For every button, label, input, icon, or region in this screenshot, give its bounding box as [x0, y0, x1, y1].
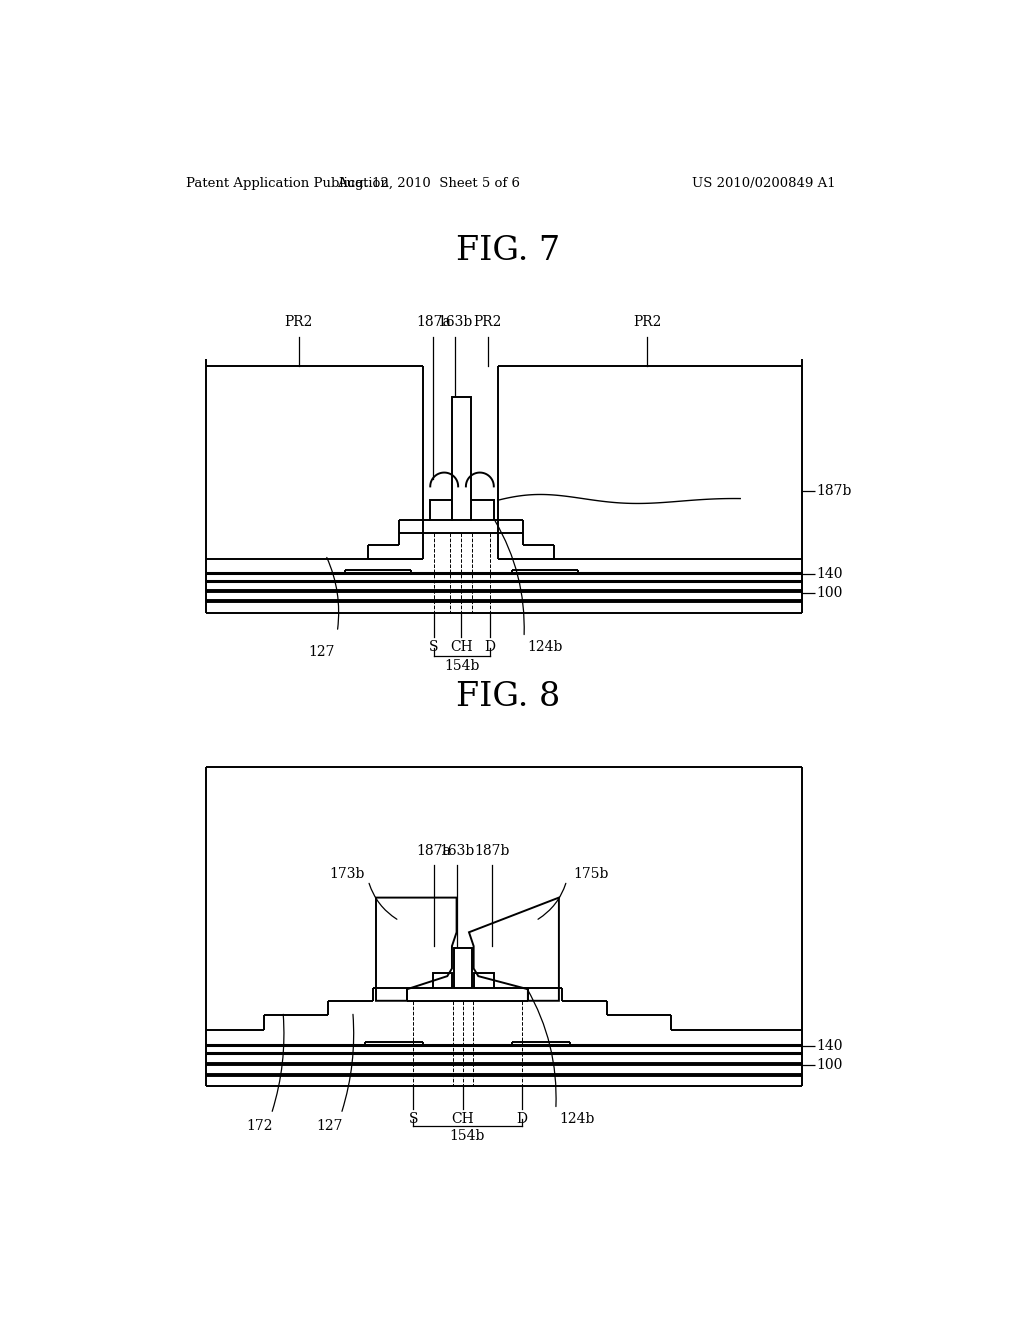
Text: 163b: 163b	[437, 315, 473, 330]
Text: FIG. 8: FIG. 8	[456, 681, 560, 713]
Bar	[474, 973, 494, 987]
Text: 140: 140	[816, 568, 843, 581]
Text: D: D	[516, 1113, 527, 1126]
Text: 187a: 187a	[417, 843, 452, 858]
Text: 187a: 187a	[417, 315, 452, 330]
Bar	[471, 500, 494, 520]
Bar	[430, 500, 452, 520]
Text: D: D	[484, 640, 496, 655]
Text: 172: 172	[247, 1118, 273, 1133]
Text: 127: 127	[308, 645, 335, 659]
Text: US 2010/0200849 A1: US 2010/0200849 A1	[691, 177, 836, 190]
Text: S: S	[409, 1113, 418, 1126]
Text: 175b: 175b	[572, 867, 608, 882]
Bar	[454, 948, 472, 987]
Text: S: S	[429, 640, 439, 655]
Text: PR2: PR2	[285, 315, 312, 330]
Text: Aug. 12, 2010  Sheet 5 of 6: Aug. 12, 2010 Sheet 5 of 6	[337, 177, 520, 190]
Text: 127: 127	[316, 1118, 343, 1133]
Text: FIG. 7: FIG. 7	[456, 235, 560, 267]
Text: 163b: 163b	[439, 843, 474, 858]
Text: 187b: 187b	[474, 843, 510, 858]
Text: Patent Application Publication: Patent Application Publication	[186, 177, 389, 190]
Bar	[452, 397, 471, 520]
Text: 173b: 173b	[329, 867, 365, 882]
Bar	[432, 973, 452, 987]
Text: 154b: 154b	[450, 1130, 485, 1143]
Text: 124b: 124b	[527, 640, 562, 655]
Text: 124b: 124b	[559, 1113, 594, 1126]
Text: 140: 140	[816, 1039, 843, 1053]
Text: 187b: 187b	[816, 484, 852, 498]
Text: 100: 100	[816, 586, 843, 599]
Text: CH: CH	[452, 1113, 474, 1126]
Text: CH: CH	[450, 640, 472, 655]
Text: 154b: 154b	[444, 659, 479, 673]
Text: PR2: PR2	[473, 315, 502, 330]
Text: 100: 100	[816, 1059, 843, 1072]
Text: PR2: PR2	[633, 315, 662, 330]
